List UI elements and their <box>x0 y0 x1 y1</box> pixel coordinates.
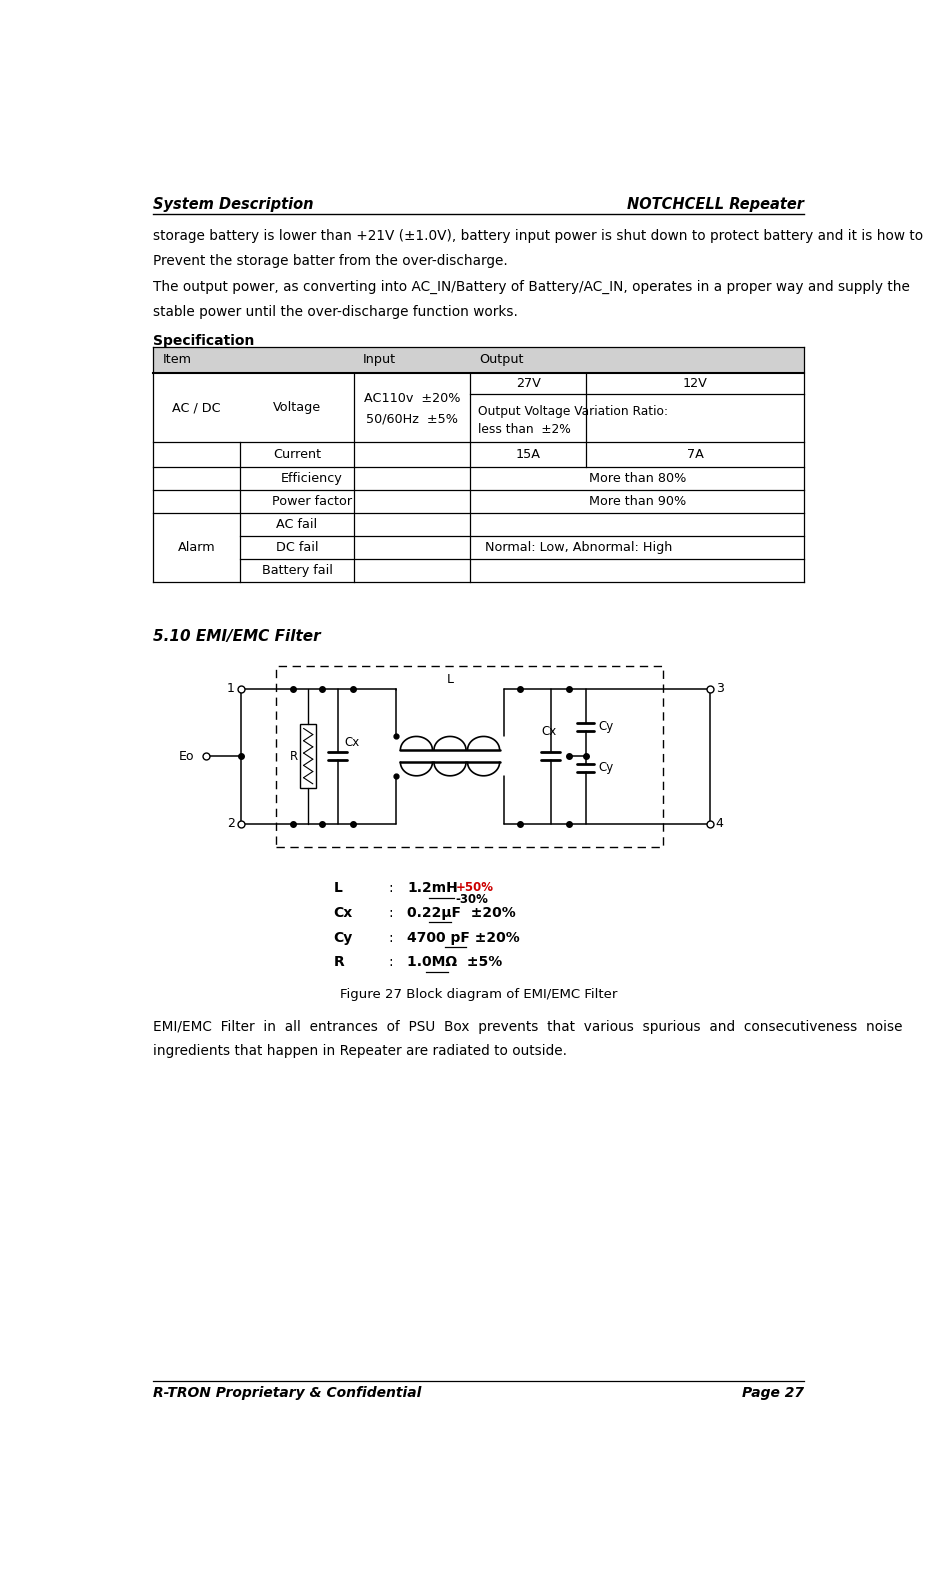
Text: 27V: 27V <box>516 376 541 391</box>
Text: Cy: Cy <box>598 721 614 734</box>
Text: +50%: +50% <box>456 881 493 894</box>
Text: less than  ±2%: less than ±2% <box>478 422 571 437</box>
Text: L: L <box>333 881 343 896</box>
Text: :: : <box>388 881 392 896</box>
Text: Cx: Cx <box>333 905 353 919</box>
Text: 50/60Hz  ±5%: 50/60Hz ±5% <box>366 413 458 426</box>
Text: Cy: Cy <box>333 931 353 945</box>
Text: Efficiency: Efficiency <box>281 472 343 484</box>
Text: :: : <box>388 931 392 945</box>
Text: Cx: Cx <box>344 735 360 750</box>
Text: ingredients that happen in Repeater are radiated to outside.: ingredients that happen in Repeater are … <box>153 1045 567 1059</box>
Text: Battery fail: Battery fail <box>262 564 333 578</box>
Text: Output: Output <box>479 354 524 367</box>
Text: storage battery is lower than +21V (±1.0V), battery input power is shut down to : storage battery is lower than +21V (±1.0… <box>153 229 924 243</box>
Bar <box>276 665 663 846</box>
Text: 1.2mH: 1.2mH <box>407 881 458 896</box>
Text: R-TRON Proprietary & Confidential: R-TRON Proprietary & Confidential <box>153 1386 421 1401</box>
Text: Normal: Low, Abnormal: High: Normal: Low, Abnormal: High <box>486 542 672 554</box>
Text: 12V: 12V <box>683 376 708 391</box>
Text: :: : <box>388 954 392 969</box>
Text: Input: Input <box>363 354 396 367</box>
Text: 2: 2 <box>227 816 234 831</box>
Text: NOTCHCELL Repeater: NOTCHCELL Repeater <box>627 197 804 213</box>
Text: 1: 1 <box>227 683 234 696</box>
Text: More than 90%: More than 90% <box>588 495 686 508</box>
Text: L: L <box>446 673 454 686</box>
Text: 1.0MΩ  ±5%: 1.0MΩ ±5% <box>407 954 502 969</box>
Text: The output power, as converting into AC_IN/Battery of Battery/AC_IN, operates in: The output power, as converting into AC_… <box>153 279 910 294</box>
Text: 5.10 EMI/EMC Filter: 5.10 EMI/EMC Filter <box>153 629 320 643</box>
Text: 7A: 7A <box>686 448 703 461</box>
Text: AC / DC: AC / DC <box>173 402 221 414</box>
Text: :: : <box>388 905 392 919</box>
Text: Output Voltage Variation Ratio:: Output Voltage Variation Ratio: <box>478 405 668 418</box>
Text: 15A: 15A <box>516 448 541 461</box>
Text: EMI/EMC  Filter  in  all  entrances  of  PSU  Box  prevents  that  various  spur: EMI/EMC Filter in all entrances of PSU B… <box>153 1019 902 1034</box>
Text: Figure 27 Block diagram of EMI/EMC Filter: Figure 27 Block diagram of EMI/EMC Filte… <box>340 988 617 1000</box>
Text: Power factor: Power factor <box>272 495 352 508</box>
Text: stable power until the over-discharge function works.: stable power until the over-discharge fu… <box>153 305 518 319</box>
Text: Voltage: Voltage <box>273 402 321 414</box>
Text: Eo: Eo <box>178 750 194 762</box>
Text: -30%: -30% <box>456 892 488 907</box>
Text: R: R <box>290 750 298 762</box>
Text: Alarm: Alarm <box>178 542 216 554</box>
Bar <box>301 724 316 789</box>
Text: R: R <box>333 954 345 969</box>
Text: System Description: System Description <box>153 197 314 213</box>
Bar <box>153 346 804 373</box>
Text: Specification: Specification <box>153 333 255 348</box>
Text: 3: 3 <box>715 683 724 696</box>
Text: 4700 pF ±20%: 4700 pF ±20% <box>407 931 520 945</box>
Text: Current: Current <box>273 448 321 461</box>
Text: Item: Item <box>163 354 191 367</box>
Text: DC fail: DC fail <box>276 542 318 554</box>
Text: 4: 4 <box>715 816 724 831</box>
Text: AC fail: AC fail <box>276 518 318 532</box>
Text: Prevent the storage batter from the over-discharge.: Prevent the storage batter from the over… <box>153 254 508 268</box>
Text: Page 27: Page 27 <box>743 1386 804 1401</box>
Text: More than 80%: More than 80% <box>588 472 686 484</box>
Text: 0.22μF  ±20%: 0.22μF ±20% <box>407 905 517 919</box>
Text: AC110v  ±20%: AC110v ±20% <box>363 392 460 405</box>
Text: Cy: Cy <box>598 761 614 775</box>
Text: Cx: Cx <box>542 726 557 738</box>
